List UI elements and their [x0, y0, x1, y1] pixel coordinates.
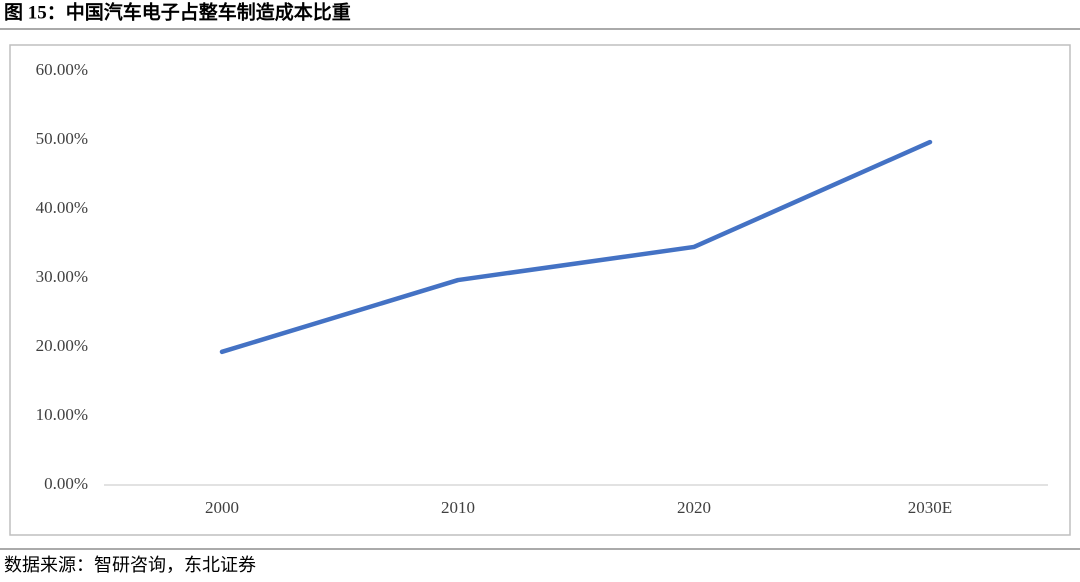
source-note: 数据来源：智研咨询，东北证券 [4, 555, 256, 575]
y-tick-label: 10.00% [36, 405, 88, 424]
x-tick-label: 2010 [441, 498, 475, 517]
y-tick-label: 30.00% [36, 267, 88, 286]
x-tick-label: 2030E [908, 498, 952, 517]
y-tick-label: 50.00% [36, 129, 88, 148]
chart-title: 图 15：中国汽车电子占整车制造成本比重 [4, 0, 351, 23]
data-line [219, 139, 933, 355]
y-tick-label: 0.00% [44, 474, 88, 493]
y-tick-label: 20.00% [36, 336, 88, 355]
x-tick-label: 2000 [205, 498, 239, 517]
y-tick-label: 40.00% [36, 198, 88, 217]
plot-frame [9, 44, 1071, 536]
x-tick-label: 2020 [677, 498, 711, 517]
y-tick-label: 60.00% [36, 60, 88, 79]
